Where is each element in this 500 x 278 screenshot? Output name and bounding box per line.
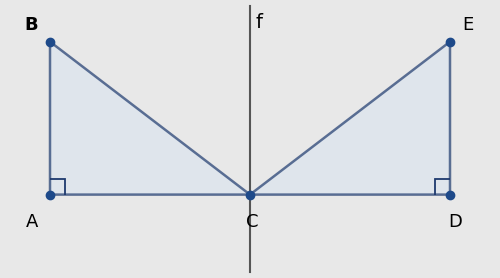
Text: f: f bbox=[256, 13, 263, 32]
Text: E: E bbox=[462, 16, 473, 34]
Text: D: D bbox=[448, 214, 462, 231]
Polygon shape bbox=[250, 42, 450, 195]
Text: A: A bbox=[26, 214, 38, 231]
Text: B: B bbox=[24, 16, 38, 34]
Polygon shape bbox=[50, 42, 250, 195]
Text: C: C bbox=[246, 214, 259, 231]
